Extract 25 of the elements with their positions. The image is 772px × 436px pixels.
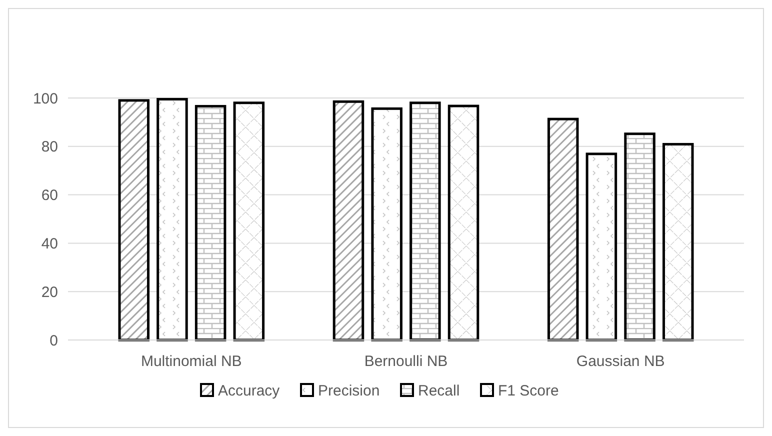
y-tick-label: 100 <box>32 90 58 108</box>
bar <box>371 107 402 342</box>
bar <box>547 118 579 342</box>
y-tick-label: 60 <box>41 187 58 204</box>
bar <box>118 99 150 342</box>
bar <box>448 104 480 342</box>
bar <box>662 142 694 342</box>
legend-label: Recall <box>418 382 460 400</box>
x-tick-label: Multinomial NB <box>140 353 242 370</box>
bar <box>410 102 441 342</box>
y-tick-label: 20 <box>41 284 58 301</box>
x-tick-label: Bernoulli NB <box>364 353 448 370</box>
bar <box>156 98 188 342</box>
bar <box>586 152 618 342</box>
legend-label: F1 Score <box>498 382 559 400</box>
legend-label: Precision <box>318 382 380 400</box>
y-tick-label: 40 <box>41 235 58 252</box>
bar <box>624 132 656 342</box>
bar <box>233 102 265 342</box>
x-tick-label: Gaussian NB <box>576 353 665 370</box>
bar <box>332 100 364 342</box>
bar <box>194 104 226 342</box>
y-tick-label: 80 <box>41 138 58 156</box>
legend-label: Accuracy <box>218 382 280 400</box>
y-tick-label: 0 <box>50 332 58 350</box>
